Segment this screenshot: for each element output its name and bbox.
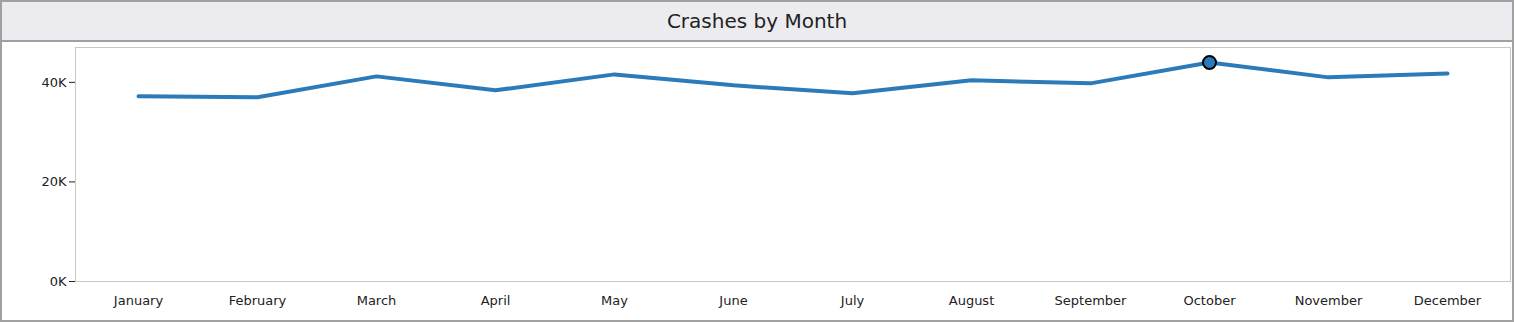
svg-text:September: September	[1055, 293, 1128, 308]
svg-text:20K: 20K	[41, 174, 67, 189]
svg-text:0K: 0K	[50, 274, 67, 289]
svg-text:April: April	[481, 293, 511, 308]
html-text:Crashes by Month: Crashes by Month	[666, 9, 848, 33]
svg-text:40K: 40K	[41, 75, 67, 90]
svg-text:November: November	[1295, 293, 1363, 308]
svg-text:January: January	[113, 293, 164, 308]
svg-text:February: February	[229, 293, 287, 308]
svg-text:October: October	[1183, 293, 1236, 308]
svg-text:August: August	[949, 293, 995, 308]
svg-text:December: December	[1414, 293, 1482, 308]
svg-text:March: March	[357, 293, 397, 308]
svg-text:June: June	[718, 293, 747, 308]
svg-text:May: May	[601, 293, 628, 308]
svg-text:July: July	[840, 293, 865, 308]
